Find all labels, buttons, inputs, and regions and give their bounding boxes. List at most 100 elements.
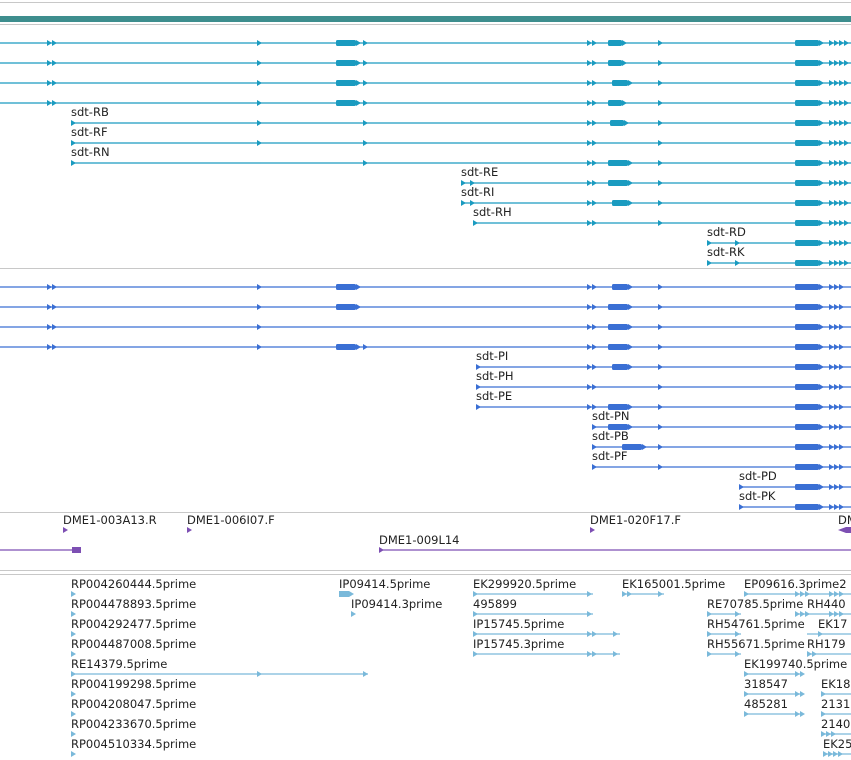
exon-block[interactable]: [608, 40, 622, 46]
bac-end-label[interactable]: DME1-003A13.R: [63, 513, 157, 527]
est-label[interactable]: EP09616.3prime2: [744, 577, 847, 591]
exon-block[interactable]: [608, 60, 622, 66]
exon-block[interactable]: [795, 260, 819, 266]
exon-block[interactable]: [336, 40, 356, 46]
exon-block[interactable]: [795, 324, 819, 330]
bac-end-label[interactable]: DM: [838, 513, 851, 527]
est-label[interactable]: 2140: [821, 717, 850, 731]
exon-block[interactable]: [795, 60, 819, 66]
est-label[interactable]: RH440: [807, 597, 846, 611]
est-label[interactable]: EK165001.5prime: [622, 577, 725, 591]
exon-block[interactable]: [336, 284, 356, 290]
exon-block[interactable]: [795, 240, 819, 246]
transcript-label[interactable]: sdt-RE: [461, 165, 498, 179]
exon-block[interactable]: [612, 200, 628, 206]
est-label[interactable]: IP09414.3prime: [351, 597, 442, 611]
est-label[interactable]: RP004208047.5prime: [71, 697, 196, 711]
exon-block[interactable]: [795, 200, 819, 206]
exon-block[interactable]: [795, 120, 819, 126]
est-label[interactable]: 2131: [821, 697, 850, 711]
est-label[interactable]: RP004260444.5prime: [71, 577, 196, 591]
polypeptide-label[interactable]: sdt-PI: [476, 349, 508, 363]
exon-block[interactable]: [795, 40, 819, 46]
exon-block[interactable]: [336, 60, 356, 66]
exon-block[interactable]: [336, 100, 356, 106]
exon-block[interactable]: [795, 364, 819, 370]
est-label[interactable]: 318547: [744, 677, 788, 691]
exon-block[interactable]: [795, 160, 819, 166]
bac-end-glyph[interactable]: [72, 547, 81, 553]
est-label[interactable]: RP004478893.5prime: [71, 597, 196, 611]
est-label[interactable]: EK17: [818, 617, 847, 631]
est-label[interactable]: RH55671.5prime: [707, 637, 805, 651]
est-label[interactable]: RP004292477.5prime: [71, 617, 196, 631]
est-block[interactable]: [339, 591, 349, 597]
exon-block[interactable]: [608, 160, 628, 166]
exon-block[interactable]: [795, 504, 819, 510]
exon-block[interactable]: [608, 324, 628, 330]
est-label[interactable]: RP004487008.5prime: [71, 637, 196, 651]
exon-block[interactable]: [336, 80, 356, 86]
polypeptide-label[interactable]: sdt-PH: [476, 369, 514, 383]
exon-block[interactable]: [795, 304, 819, 310]
est-label[interactable]: EK18: [821, 677, 850, 691]
exon-block[interactable]: [795, 344, 819, 350]
est-label[interactable]: RE14379.5prime: [71, 657, 167, 671]
polypeptide-label[interactable]: sdt-PD: [739, 469, 777, 483]
est-label[interactable]: RH54761.5prime: [707, 617, 805, 631]
exon-block[interactable]: [612, 80, 628, 86]
exon-block[interactable]: [612, 284, 628, 290]
exon-block[interactable]: [795, 404, 819, 410]
transcript-label[interactable]: sdt-RB: [71, 105, 109, 119]
exon-block[interactable]: [795, 384, 819, 390]
est-label[interactable]: 485281: [744, 697, 788, 711]
exon-block[interactable]: [795, 284, 819, 290]
exon-block[interactable]: [795, 444, 819, 450]
bac-end-glyph[interactable]: [838, 527, 851, 533]
exon-block[interactable]: [795, 140, 819, 146]
strand-arrow-icon: [839, 384, 844, 390]
exon-block[interactable]: [612, 364, 628, 370]
est-label[interactable]: 495899: [473, 597, 517, 611]
est-label[interactable]: IP15745.5prime: [473, 617, 564, 631]
est-label[interactable]: EK299920.5prime: [473, 577, 576, 591]
bac-end-label[interactable]: DME1-006I07.F: [187, 513, 275, 527]
est-label[interactable]: RP004199298.5prime: [71, 677, 196, 691]
exon-block[interactable]: [795, 180, 819, 186]
exon-block[interactable]: [336, 304, 356, 310]
est-label[interactable]: EK25: [823, 737, 851, 751]
polypeptide-label[interactable]: sdt-PB: [592, 429, 629, 443]
transcript-label[interactable]: sdt-RH: [473, 205, 512, 219]
transcript-label[interactable]: sdt-RD: [707, 225, 746, 239]
polypeptide-label[interactable]: sdt-PF: [592, 449, 628, 463]
polypeptide-label[interactable]: sdt-PK: [739, 489, 775, 503]
transcript-label[interactable]: sdt-RI: [461, 185, 494, 199]
exon-block[interactable]: [795, 80, 819, 86]
polypeptide-label[interactable]: sdt-PE: [476, 389, 512, 403]
est-label[interactable]: RP004510334.5prime: [71, 737, 196, 751]
exon-block[interactable]: [795, 220, 819, 226]
exon-block[interactable]: [608, 344, 628, 350]
est-label[interactable]: IP15745.3prime: [473, 637, 564, 651]
exon-block[interactable]: [795, 424, 819, 430]
transcript-label[interactable]: sdt-RF: [71, 125, 108, 139]
est-label[interactable]: RE70785.5prime: [707, 597, 803, 611]
est-label[interactable]: RH179: [807, 637, 846, 651]
bac-end-label[interactable]: DME1-020F17.F: [590, 513, 681, 527]
exon-block[interactable]: [610, 120, 624, 126]
exon-block[interactable]: [795, 484, 819, 490]
exon-block[interactable]: [795, 100, 819, 106]
transcript-label[interactable]: sdt-RK: [707, 245, 744, 259]
exon-block[interactable]: [608, 304, 628, 310]
bac-end-label[interactable]: DME1-009L14: [379, 533, 460, 547]
exon-block[interactable]: [608, 180, 628, 186]
est-label[interactable]: IP09414.5prime: [339, 577, 430, 591]
genome-browser-viewport[interactable]: sdt-RB sdt-RF sdt-RN sdt-RE sdt-RI sdt-R…: [0, 0, 851, 760]
exon-block[interactable]: [608, 100, 622, 106]
est-label[interactable]: EK199740.5prime: [744, 657, 847, 671]
transcript-label[interactable]: sdt-RN: [71, 145, 110, 159]
exon-block[interactable]: [795, 464, 819, 470]
exon-block[interactable]: [336, 344, 356, 350]
polypeptide-label[interactable]: sdt-PN: [592, 409, 630, 423]
est-label[interactable]: RP004233670.5prime: [71, 717, 196, 731]
